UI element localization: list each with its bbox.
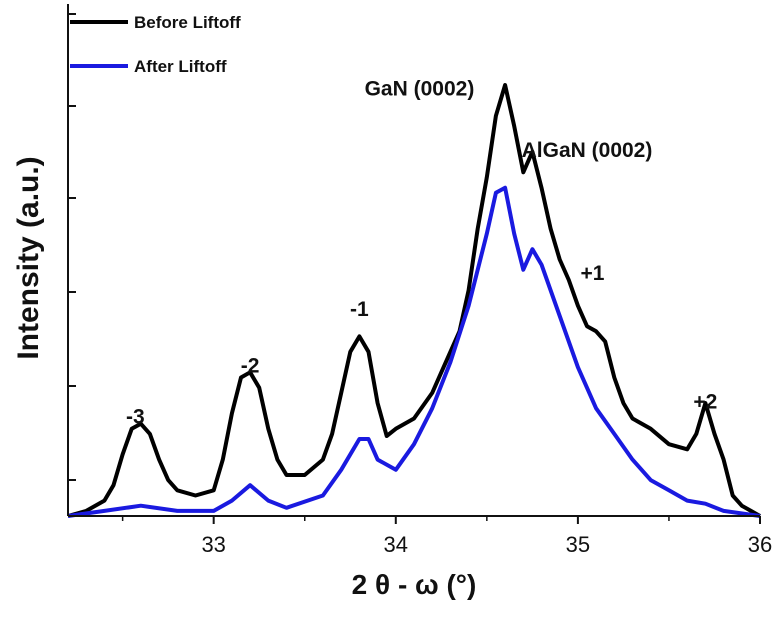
x-axis-title: 2 θ - ω (°) xyxy=(352,569,477,600)
x-tick-label: 36 xyxy=(748,532,772,557)
peak-label: -1 xyxy=(350,298,369,321)
peak-label: +2 xyxy=(693,390,717,413)
x-tick-label: 33 xyxy=(201,532,225,557)
peak-label: -2 xyxy=(241,354,260,377)
x-tick-label: 34 xyxy=(384,532,408,557)
y-axis-title: Intensity (a.u.) xyxy=(12,156,45,359)
series-line-after-liftoff xyxy=(67,185,761,518)
y-axis-ticks xyxy=(68,13,76,481)
legend-label-after-liftoff: After Liftoff xyxy=(134,57,227,76)
series-line-before-liftoff xyxy=(67,83,761,518)
peak-label: AlGaN (0002) xyxy=(522,139,653,162)
x-tick-label: 35 xyxy=(566,532,590,557)
peak-label: +1 xyxy=(580,262,604,285)
x-axis-ticks: 33 34 35 36 xyxy=(121,516,772,557)
legend-label-before-liftoff: Before Liftoff xyxy=(134,13,241,32)
peak-label: GaN (0002) xyxy=(365,77,475,100)
legend: Before Liftoff After Liftoff xyxy=(70,13,241,76)
peak-annotations: GaN (0002) AlGaN (0002) -3 -2 -1 +1 +2 xyxy=(126,77,717,428)
peak-label: -3 xyxy=(126,406,145,429)
